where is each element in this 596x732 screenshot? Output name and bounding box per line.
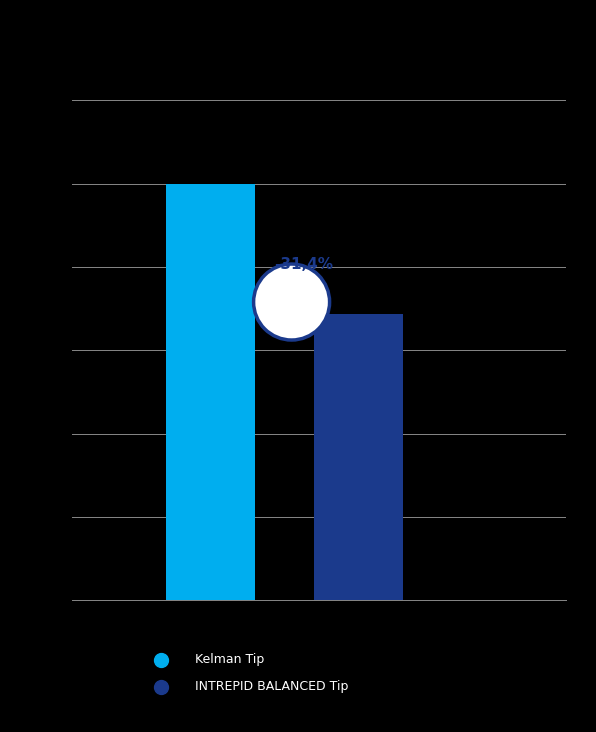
Bar <box>166 184 254 600</box>
Text: INTREPID BALANCED Tip: INTREPID BALANCED Tip <box>195 681 349 693</box>
Bar <box>314 315 403 600</box>
Text: -31,4%: -31,4% <box>275 257 334 272</box>
Circle shape <box>253 264 330 340</box>
Text: Kelman Tip: Kelman Tip <box>195 654 265 666</box>
